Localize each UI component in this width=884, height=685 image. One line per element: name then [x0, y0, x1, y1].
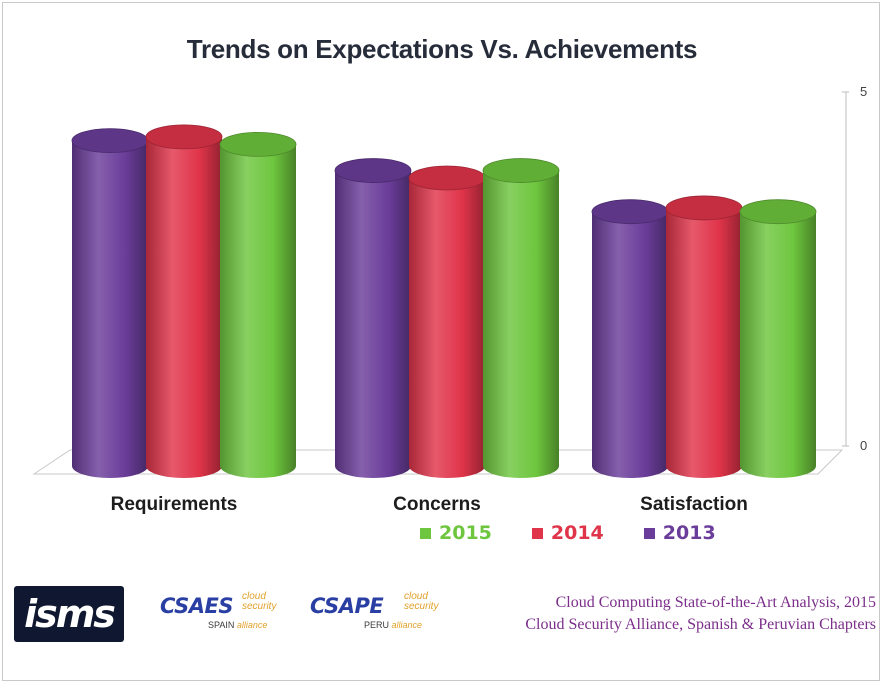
legend-swatch [531, 527, 543, 539]
bar-requirements-2014 [145, 124, 223, 478]
bar-body [666, 207, 742, 478]
bar-satisfaction-2013 [591, 199, 669, 478]
csa-spain-region: SPAIN alliance [208, 620, 268, 630]
bar-satisfaction-2014 [665, 195, 743, 478]
bar-body [146, 136, 222, 478]
legend: 2015 2014 2013 [420, 522, 716, 544]
value-axis-tick-label: 5 [860, 84, 867, 99]
category-label-requirements: Requirements [111, 494, 238, 515]
bar-concerns-2013 [334, 158, 412, 479]
legend-item-2014: 2014 [531, 522, 604, 544]
source-line-1: Cloud Computing State-of-the-Art Analysi… [555, 594, 876, 611]
category-label-satisfaction: Satisfaction [640, 494, 748, 515]
bar-concerns-2014 [408, 165, 486, 478]
csa-peru-name: CSAPE [310, 594, 384, 618]
bar-top [591, 199, 669, 225]
isms-logo: isms [14, 586, 124, 642]
csa-peru-logo: CSAPE cloud security PERU alliance [310, 592, 450, 642]
legend-label: 2013 [662, 522, 716, 544]
value-axis-tick-label: 0 [860, 438, 867, 453]
chart-title: Trends on Expectations Vs. Achievements [186, 34, 698, 64]
csa-spain-name: CSAES [160, 594, 234, 618]
csa-peru-tagline: cloud security [404, 591, 439, 612]
legend-swatch [643, 527, 655, 539]
bar-top [739, 199, 817, 225]
legend-item-2013: 2013 [643, 522, 716, 544]
bar-requirements-2015 [219, 131, 297, 479]
bar-top [334, 158, 412, 183]
bar-body [592, 211, 668, 478]
bar-satisfaction-2015 [739, 199, 817, 478]
csa-spain-logo: CSAES cloud security SPAIN alliance [160, 592, 300, 642]
bar-body [72, 140, 148, 478]
category-labels: Requirements Concerns Satisfaction [111, 494, 748, 515]
source-citation: Cloud Computing State-of-the-Art Analysi… [525, 592, 876, 636]
legend-item-2015: 2015 [420, 522, 492, 544]
bar-top [71, 128, 149, 154]
legend-label: 2014 [550, 522, 604, 544]
bar-top [219, 131, 297, 157]
legend-swatch [420, 527, 431, 539]
value-axis: 05 [842, 84, 867, 453]
bars [71, 124, 817, 479]
isms-logo-text: isms [24, 592, 116, 636]
bar-top [408, 165, 486, 191]
bar-concerns-2015 [482, 158, 560, 479]
category-label-concerns: Concerns [393, 494, 481, 515]
bar-top [482, 158, 560, 183]
bar-body [740, 211, 816, 478]
bar-top [145, 124, 223, 150]
bar-top [665, 195, 743, 221]
bar-body [335, 170, 411, 479]
legend-label: 2015 [439, 522, 492, 544]
bar-requirements-2013 [71, 128, 149, 478]
csa-spain-tagline: cloud security [242, 591, 277, 612]
csa-peru-region: PERU alliance [364, 620, 423, 630]
bar-body [220, 144, 296, 479]
bar-body [409, 178, 485, 478]
source-line-2: Cloud Security Alliance, Spanish & Peruv… [525, 616, 876, 633]
bar-body [483, 170, 559, 479]
